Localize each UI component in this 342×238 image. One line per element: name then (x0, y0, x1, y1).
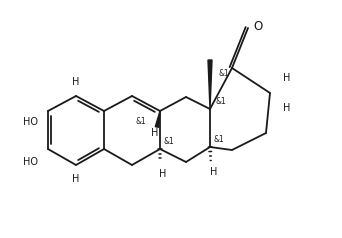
Text: &1: &1 (214, 135, 225, 144)
Text: HO: HO (23, 117, 38, 127)
Text: H: H (151, 128, 159, 138)
Text: &1: &1 (218, 69, 229, 78)
Text: H: H (210, 167, 218, 177)
Text: H: H (283, 103, 290, 113)
Text: H: H (159, 169, 167, 179)
Text: &1: &1 (163, 138, 174, 147)
Text: &1: &1 (215, 98, 226, 106)
Text: H: H (72, 174, 80, 184)
Text: HO: HO (23, 157, 38, 167)
Text: &1: &1 (135, 116, 146, 125)
Text: H: H (72, 77, 80, 87)
Polygon shape (208, 60, 212, 109)
Polygon shape (155, 111, 160, 127)
Text: H: H (283, 73, 290, 83)
Text: O: O (253, 20, 262, 33)
